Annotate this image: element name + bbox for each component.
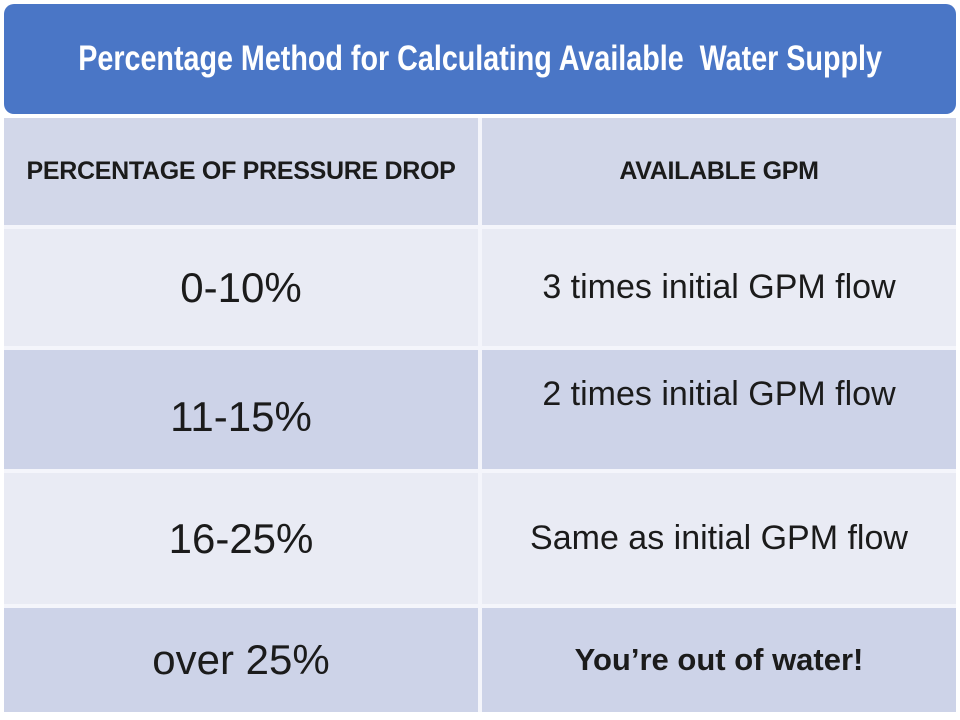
cell-gpm-16-25: Same as initial GPM flow: [482, 473, 956, 604]
page-title: Percentage Method for Calculating Availa…: [78, 39, 882, 78]
cell-value: 11-15%: [170, 392, 312, 440]
column-header-label: AVAILABLE GPM: [619, 157, 819, 185]
cell-drop-11-15: 11-15%: [4, 350, 478, 469]
cell-gpm-11-15: 2 times initial GPM flow: [482, 350, 956, 469]
cell-value: 0-10%: [180, 263, 302, 311]
title-banner: Percentage Method for Calculating Availa…: [4, 4, 956, 114]
column-header-available-gpm: AVAILABLE GPM: [482, 118, 956, 225]
cell-gpm-over-25: You’re out of water!: [482, 608, 956, 712]
cell-value: over 25%: [152, 636, 330, 683]
cell-drop-over-25: over 25%: [4, 608, 478, 712]
cell-value: 16-25%: [168, 514, 314, 562]
column-header-label: PERCENTAGE OF PRESSURE DROP: [26, 157, 456, 185]
cell-drop-0-10: 0-10%: [4, 229, 478, 346]
cell-value: 2 times initial GPM flow: [542, 375, 896, 413]
cell-drop-16-25: 16-25%: [4, 473, 478, 604]
cell-value: 3 times initial GPM flow: [542, 268, 896, 306]
cell-gpm-0-10: 3 times initial GPM flow: [482, 229, 956, 346]
cell-value: You’re out of water!: [574, 642, 864, 677]
water-supply-table: PERCENTAGE OF PRESSURE DROP AVAILABLE GP…: [4, 118, 956, 712]
column-header-pressure-drop: PERCENTAGE OF PRESSURE DROP: [4, 118, 478, 225]
cell-value: Same as initial GPM flow: [530, 519, 908, 557]
